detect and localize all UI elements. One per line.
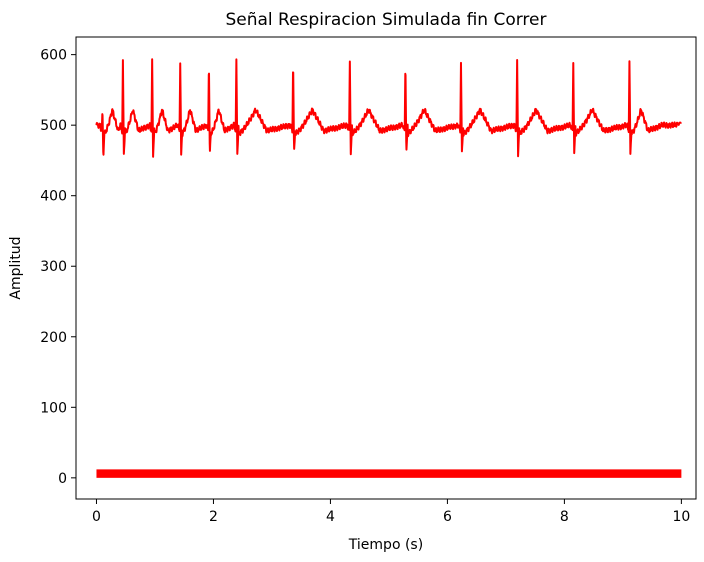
x-tick-label: 8 [560, 509, 569, 525]
y-tick-label: 400 [40, 189, 67, 205]
x-axis-title: Tiempo (s) [348, 537, 423, 553]
plot-area [95, 58, 683, 478]
chart-title: Señal Respiracion Simulada fin Correr [225, 10, 546, 30]
x-tick-label: 6 [443, 509, 452, 525]
x-tick-label: 0 [92, 509, 101, 525]
y-tick-label: 0 [58, 471, 67, 487]
x-tick-label: 4 [326, 509, 335, 525]
y-tick-label: 600 [40, 48, 67, 64]
plot-frame [75, 36, 697, 500]
x-tick-label: 10 [672, 509, 690, 525]
y-tick-label: 500 [40, 118, 67, 134]
ecg-signal-line [95, 58, 683, 158]
y-tick-label: 200 [40, 330, 67, 346]
low-signal-band [96, 469, 682, 478]
y-tick-label: 100 [40, 400, 67, 416]
y-tick-label: 300 [40, 259, 67, 275]
y-axis-title: Amplitud [8, 236, 24, 299]
x-tick-label: 2 [209, 509, 218, 525]
